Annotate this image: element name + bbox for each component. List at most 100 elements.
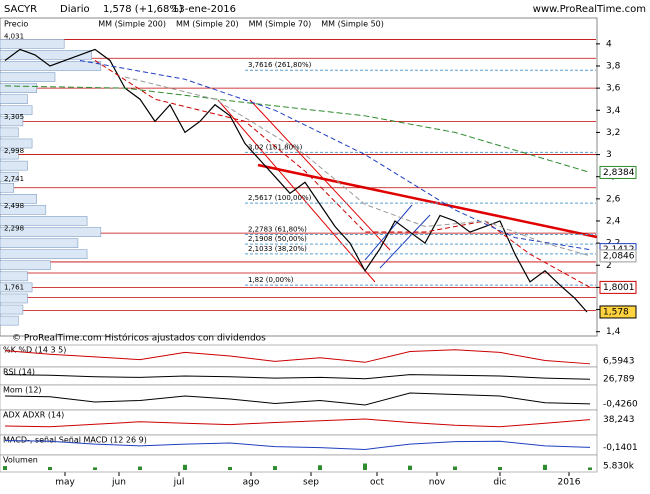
value-label-box: [599, 165, 637, 179]
y-tick-label: 2: [606, 261, 612, 271]
volume-bar: [588, 467, 592, 470]
site: www.ProRealTime.com: [533, 4, 646, 15]
value-label: 2,8384: [603, 168, 635, 178]
value-label: 2,0846: [603, 251, 635, 261]
volume-bar: [273, 466, 277, 470]
panel-label: %K %D (14 3 5): [3, 346, 66, 355]
volume-bar: [543, 464, 547, 470]
profile-bar: [0, 282, 33, 293]
panel-label: RSI (14): [3, 368, 35, 377]
profile-label: 3,305: [4, 113, 24, 121]
series-line: [4, 85, 591, 173]
x-tick-label: nov: [429, 478, 446, 488]
volume-bar: [408, 465, 412, 470]
panel-value-label: -0,1401: [603, 443, 638, 453]
value-label-box: [599, 305, 637, 319]
volume-bar: [183, 464, 187, 470]
fib-label: 3,02 (161,80%): [248, 143, 303, 151]
profile-bar: [0, 149, 19, 160]
channel-line: [379, 214, 431, 269]
y-tick-label: 2,4: [606, 216, 621, 226]
y-tick-label: 2,6: [606, 194, 621, 204]
x-tick-label: 2016: [558, 478, 581, 488]
panel-label: Volumen: [3, 456, 38, 465]
profile-bar: [0, 249, 88, 259]
fib-label: 2,2783 (61,80%): [248, 225, 307, 233]
value-label-box: [599, 249, 637, 263]
panel-label: Mom (12): [3, 386, 42, 395]
legend-entry: MM (Simple 20): [176, 20, 239, 29]
panel-frame: [0, 384, 598, 411]
footer: © ProRealTime.com Históricos ajustados c…: [12, 333, 266, 344]
x-tick-label: dic: [493, 478, 506, 488]
trend-line: [257, 163, 598, 239]
y-tick-label: 1,4: [606, 327, 621, 337]
y-tick-label: 4: [606, 39, 612, 49]
x-tick-label: oct: [370, 478, 384, 488]
volume-bar: [498, 466, 502, 470]
profile-label: 2,998: [4, 147, 24, 155]
panel-frame: [0, 454, 598, 473]
profile-bar: [0, 315, 19, 326]
profile-bar: [0, 205, 47, 215]
series-line: [124, 76, 591, 257]
profile-label: 2,741: [4, 175, 24, 183]
fib-label: 2,1908 (50,00%): [248, 235, 307, 243]
volume-bar: [138, 466, 142, 470]
panel-value-label: 6,5943: [603, 357, 635, 367]
profile-bar: [0, 238, 79, 248]
legend-entry: MM (Simple 50): [321, 20, 384, 29]
profile-label: 1,761: [4, 284, 24, 292]
profile-bar: [0, 260, 51, 271]
profile-bar: [0, 160, 28, 171]
profile-bar: [0, 216, 88, 226]
x-tick-label: may: [55, 478, 75, 488]
legend-entry: Precio: [4, 20, 28, 29]
x-tick-label: jun: [111, 478, 126, 488]
x-tick-label: jul: [173, 478, 185, 488]
y-tick-label: 3: [606, 150, 612, 160]
fib-label: 2,1033 (38,20%): [248, 245, 307, 253]
ticker: SACYR: [4, 4, 37, 15]
panel-line: [4, 349, 591, 365]
panel-value-label: 38,243: [603, 415, 635, 425]
channel-line: [249, 99, 391, 251]
profile-bar: [0, 293, 28, 304]
panel-line: [4, 418, 591, 428]
panel-line: [4, 374, 591, 380]
panel-frame: [0, 409, 598, 436]
volume-bar: [363, 463, 367, 470]
panel-value-label: 5.830k: [603, 462, 635, 472]
profile-bar: [0, 227, 102, 237]
profile-bar: [0, 83, 37, 93]
value-label-box: [599, 280, 637, 294]
profile-label: 4,031: [4, 32, 24, 40]
y-tick-label: 3,4: [606, 106, 621, 116]
profile-bar: [0, 271, 28, 282]
volume-bar: [48, 466, 52, 470]
panel-value-label: -0,4260: [603, 399, 638, 409]
profile-bar: [0, 138, 33, 149]
volume-bar: [318, 465, 322, 470]
volume-bar: [453, 466, 457, 470]
x-tick-label: sep: [303, 478, 319, 488]
panel-line: [4, 392, 591, 406]
profile-bar: [0, 39, 65, 49]
profile-bar: [0, 105, 33, 116]
profile-bar: [0, 72, 56, 82]
panel-value-label: 26,789: [603, 375, 635, 385]
profile-bar: [0, 116, 24, 127]
value-label: 1,8001: [603, 283, 635, 293]
period: Diario: [60, 4, 90, 15]
fib-label: 2,5617 (100,00%): [248, 194, 312, 202]
profile-bar: [0, 94, 28, 104]
profile-bar: [0, 182, 14, 193]
panel-frame: [0, 344, 598, 368]
legend-entry: MM (Simple 200): [98, 20, 166, 29]
panel-line: [4, 440, 591, 450]
x-tick-label: ago: [243, 478, 260, 488]
profile-bar: [0, 50, 92, 60]
fib-label: 3,7616 (261,80%): [248, 61, 312, 69]
panel-label: MACD-, señal Señal MACD (12 26 9): [3, 436, 147, 445]
